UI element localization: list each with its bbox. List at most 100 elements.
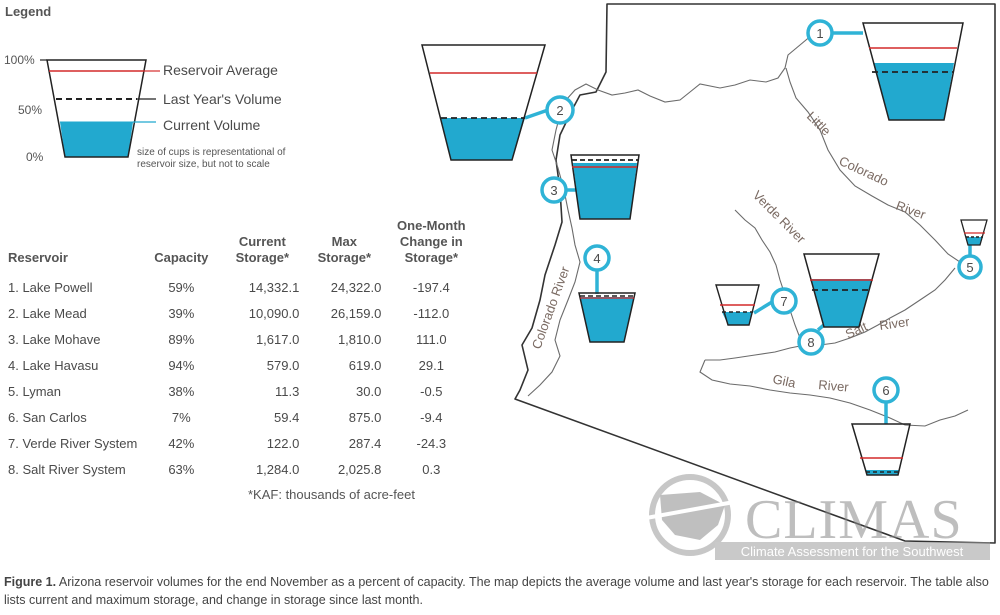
table-row: 6. San Carlos 7% 59.4 875.0 -9.4 <box>4 404 477 430</box>
arizona-map: Little Colorado River Verde River Colora… <box>421 3 996 560</box>
climas-logo-mark <box>634 474 746 556</box>
cup-lake-powell <box>862 22 964 121</box>
table-row: 5. Lyman 38% 11.3 30.0 -0.5 <box>4 378 477 404</box>
cell-name: 4. Lake Havasu <box>8 357 99 373</box>
marker-8-number: 8 <box>807 335 814 350</box>
caption-figure-label: Figure 1. <box>4 575 57 589</box>
marker-4-number: 4 <box>593 251 600 266</box>
cell-current: 1,284.0 <box>255 461 300 477</box>
rivers <box>527 27 969 427</box>
cell-capacity: 38% <box>168 383 195 399</box>
legend-note: size of cups is representational of rese… <box>137 147 337 171</box>
label-gila: Gila <box>771 371 797 391</box>
header-capacity: Capacity <box>154 250 209 265</box>
marker-7-number: 7 <box>780 294 787 309</box>
cell-change: -112.0 <box>413 305 450 321</box>
header-change: One-Month Change in Storage* <box>385 218 477 274</box>
legend-pct-50: 50% <box>18 103 43 117</box>
cell-name: 3. Lake Mohave <box>8 331 101 347</box>
table-row: 8. Salt River System 63% 1,284.0 2,025.8… <box>4 456 477 482</box>
logo-name: CLIMAS <box>745 489 963 551</box>
legend-last-year: Last Year's Volume <box>163 91 282 107</box>
label-gila-river: River <box>818 377 850 395</box>
table-header-row: Reservoir Capacity Current Storage* Max … <box>4 218 477 274</box>
header-max-line1: Max <box>331 234 357 249</box>
header-current-line2: Storage* <box>235 250 290 265</box>
cell-capacity: 42% <box>168 435 195 451</box>
table-row: 2. Lake Mead 39% 10,090.0 26,159.0 -112.… <box>4 300 477 326</box>
cell-name: 8. Salt River System <box>8 461 126 477</box>
marker-2-number: 2 <box>556 103 563 118</box>
cell-capacity: 39% <box>168 305 195 321</box>
cell-max: 2,025.8 <box>337 461 382 477</box>
cell-name: 5. Lyman <box>8 383 61 399</box>
marker-7: 7 <box>770 287 798 315</box>
marker-2: 2 <box>545 95 575 125</box>
header-max-line2: Storage* <box>317 250 372 265</box>
cell-capacity: 94% <box>168 357 195 373</box>
cell-current: 10,090.0 <box>248 305 300 321</box>
legend-title: Legend <box>5 4 52 19</box>
cell-change: -0.5 <box>420 383 443 399</box>
legend-note-line2: reservoir size, but not to scale <box>137 159 270 170</box>
marker-1-number: 1 <box>816 26 823 41</box>
cup-lake-mohave <box>570 154 640 220</box>
colorado-river <box>527 27 831 397</box>
marker-3-number: 3 <box>550 183 557 198</box>
cell-name: 7. Verde River System <box>8 435 138 451</box>
marker-6: 6 <box>872 376 900 404</box>
cell-current: 11.3 <box>274 383 300 399</box>
cell-capacity: 7% <box>171 409 191 425</box>
reservoir-table: Reservoir Capacity Current Storage* Max … <box>4 218 477 482</box>
cell-change: 0.3 <box>422 461 441 477</box>
cell-name: 6. San Carlos <box>8 409 87 425</box>
cell-change: -197.4 <box>412 279 450 295</box>
marker-1: 1 <box>806 19 834 47</box>
table-row: 3. Lake Mohave 89% 1,617.0 1,810.0 111.0 <box>4 326 477 352</box>
cell-max: 875.0 <box>348 409 382 425</box>
state-outline <box>514 3 996 544</box>
cell-change: 111.0 <box>416 331 447 347</box>
gila-river <box>699 359 969 427</box>
cell-change: -24.3 <box>416 435 447 451</box>
marker-4: 4 <box>583 244 611 272</box>
label-salt-river: River <box>878 314 911 333</box>
cell-max: 30.0 <box>356 383 382 399</box>
logo-tagline-bar <box>715 542 990 560</box>
cell-max: 26,159.0 <box>330 305 382 321</box>
cell-current: 59.4 <box>274 409 300 425</box>
legend-reservoir-average: Reservoir Average <box>163 62 278 78</box>
cell-current: 1,617.0 <box>255 331 300 347</box>
marker-8: 8 <box>797 328 825 356</box>
figure-caption: Figure 1. Arizona reservoir volumes for … <box>4 573 994 609</box>
cup-lyman <box>960 219 988 246</box>
legend-cup <box>40 59 160 158</box>
marker-6-number: 6 <box>882 383 889 398</box>
label-river-upper: River <box>894 198 928 223</box>
cell-max: 619.0 <box>348 357 382 373</box>
climas-logo: CLIMAS Climate Assessment for the Southw… <box>634 474 990 560</box>
cup-san-carlos <box>850 423 911 476</box>
label-colorado-upper: Colorado <box>837 153 891 189</box>
cell-current: 579.0 <box>266 357 300 373</box>
table-row: 1. Lake Powell 59% 14,332.1 24,322.0 -19… <box>4 274 477 300</box>
cell-current: 14,332.1 <box>248 279 300 295</box>
cell-change: 29.1 <box>418 357 444 373</box>
cell-max: 1,810.0 <box>337 331 382 347</box>
salt-river <box>705 267 956 361</box>
table-row: 4. Lake Havasu 94% 579.0 619.0 29.1 <box>4 352 477 378</box>
label-verde: Verde River <box>750 188 809 247</box>
cell-name: 2. Lake Mead <box>8 305 87 321</box>
header-current-line1: Current <box>238 234 286 249</box>
cell-capacity: 63% <box>168 461 195 477</box>
legend-note-line1: size of cups is representational of <box>137 147 286 158</box>
legend-pct-100: 100% <box>4 53 35 67</box>
legend-current: Current Volume <box>163 117 261 133</box>
cell-capacity: 89% <box>168 331 195 347</box>
header-change-line2: Change in <box>399 234 463 249</box>
cell-current: 122.0 <box>266 435 300 451</box>
header-reservoir: Reservoir <box>8 250 68 265</box>
cell-max: 24,322.0 <box>330 279 382 295</box>
cell-change: -9.4 <box>420 409 443 425</box>
legend-pct-0: 0% <box>26 150 44 164</box>
